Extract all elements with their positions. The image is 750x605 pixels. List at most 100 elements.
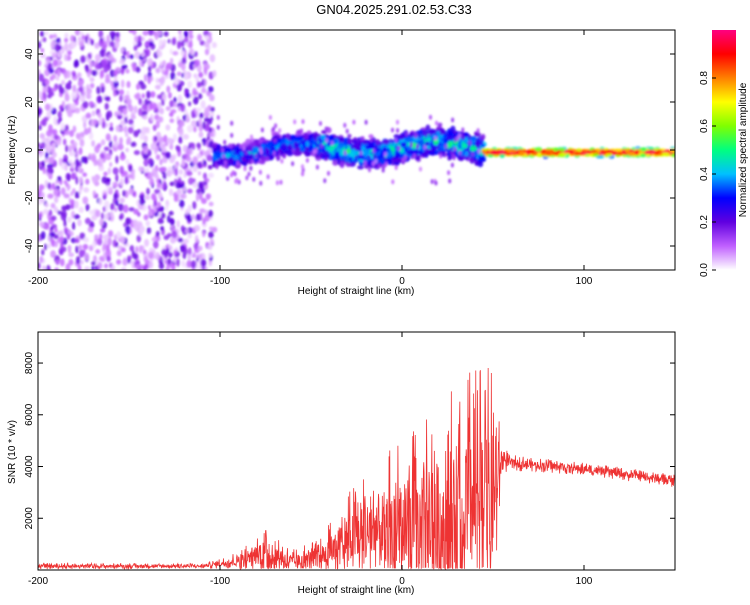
heatmap-cell xyxy=(61,45,65,54)
heatmap-cell xyxy=(387,160,392,166)
heatmap-cell xyxy=(180,39,186,47)
heatmap-cell xyxy=(63,218,67,227)
heatmap-cell xyxy=(79,259,84,265)
heatmap-cell xyxy=(204,106,210,115)
heatmap-cell xyxy=(119,197,125,204)
heatmap-cell xyxy=(85,64,89,73)
heatmap-cell xyxy=(353,143,361,151)
heatmap-cell xyxy=(87,72,91,78)
heatmap-cell xyxy=(221,147,225,153)
heatmap-cell xyxy=(216,115,220,120)
heatmap-cell xyxy=(326,152,331,159)
heatmap-cell xyxy=(44,157,49,164)
heatmap-cell xyxy=(89,60,93,69)
heatmap-cell xyxy=(119,94,123,102)
spectrogram-y-axis: -40 -20 0 20 40 xyxy=(24,48,675,253)
heatmap-cell xyxy=(204,177,210,183)
heatmap-cell xyxy=(64,32,69,38)
heatmap-cell xyxy=(129,245,135,252)
heatmap-cell xyxy=(197,183,204,189)
heatmap-cell xyxy=(280,158,284,164)
heatmap-cell xyxy=(245,138,252,145)
heatmap-cell xyxy=(44,103,51,111)
heatmap-cell xyxy=(185,148,191,157)
heatmap-cell xyxy=(242,145,246,151)
heatmap-cell xyxy=(150,91,156,98)
heatmap-cell xyxy=(187,80,193,89)
heatmap-cell xyxy=(85,178,90,185)
heatmap-cell xyxy=(51,182,56,190)
heatmap-cell xyxy=(197,171,202,176)
heatmap-cell xyxy=(91,69,98,77)
heatmap-cell xyxy=(192,142,196,151)
heatmap-cell xyxy=(362,150,369,157)
heatmap-cell xyxy=(79,95,84,101)
heatmap-cell xyxy=(184,248,188,255)
heatmap-cell xyxy=(226,176,230,181)
heatmap-cell xyxy=(458,150,462,156)
heatmap-cell xyxy=(409,131,414,137)
heatmap-cell xyxy=(141,110,148,116)
heatmap-cell xyxy=(122,204,129,213)
heatmap-cell xyxy=(119,137,123,145)
heatmap-cell xyxy=(409,142,413,148)
heatmap-cell xyxy=(98,233,103,240)
heatmap-cell xyxy=(177,94,183,103)
heatmap-cell xyxy=(102,42,107,51)
heatmap-cell xyxy=(107,237,112,246)
colorbar-tick-label: 0.2 xyxy=(699,215,710,229)
heatmap-cell xyxy=(216,143,222,149)
heatmap-cell xyxy=(476,128,480,134)
heatmap-cell xyxy=(239,151,244,157)
heatmap-cell xyxy=(53,134,59,140)
heatmap-cell xyxy=(170,71,176,81)
heatmap-cell xyxy=(269,141,275,147)
heatmap-cell xyxy=(126,98,132,106)
heatmap-cell xyxy=(291,161,295,167)
heatmap-cell xyxy=(208,111,215,118)
heatmap-cell xyxy=(144,258,149,265)
heatmap-cell xyxy=(391,179,395,185)
heatmap-cell xyxy=(95,249,101,254)
heatmap-cell xyxy=(79,132,85,137)
heatmap-cell xyxy=(117,203,124,212)
heatmap-cell xyxy=(154,188,161,195)
heatmap-cell xyxy=(423,144,427,150)
heatmap-cell xyxy=(78,176,83,184)
heatmap-cell xyxy=(192,201,197,210)
heatmap-cell xyxy=(381,167,385,173)
heatmap-cell xyxy=(168,244,173,250)
heatmap-cell xyxy=(152,102,158,111)
heatmap-cell xyxy=(98,197,103,206)
heatmap-cell xyxy=(105,133,111,141)
heatmap-cell xyxy=(124,132,129,138)
heatmap-cell xyxy=(371,161,375,167)
heatmap-cell xyxy=(46,130,52,137)
heatmap-cell xyxy=(59,258,65,267)
heatmap-cell xyxy=(321,129,327,135)
heatmap-cell xyxy=(47,243,51,249)
heatmap-cell xyxy=(86,92,91,100)
heatmap-cell xyxy=(62,138,67,146)
heatmap-cell xyxy=(70,34,75,43)
heatmap-cell xyxy=(60,187,66,196)
heatmap-cell xyxy=(48,156,55,164)
heatmap-cell xyxy=(101,86,105,94)
heatmap-cell xyxy=(142,153,149,160)
heatmap-cell xyxy=(176,71,182,77)
heatmap-cell xyxy=(180,103,186,113)
heatmap-cell xyxy=(38,107,43,116)
heatmap-cell xyxy=(78,86,84,93)
heatmap-cell xyxy=(98,118,103,126)
heatmap-cell xyxy=(114,69,118,76)
heatmap-cell xyxy=(444,143,448,149)
heatmap-cell xyxy=(160,226,165,231)
heatmap-cell xyxy=(167,251,173,258)
heatmap-cell xyxy=(78,166,82,172)
heatmap-cell xyxy=(191,110,195,119)
heatmap-cell xyxy=(447,140,453,148)
heatmap-cell xyxy=(84,252,90,261)
heatmap-cell xyxy=(176,258,180,267)
heatmap-cell xyxy=(57,175,62,182)
